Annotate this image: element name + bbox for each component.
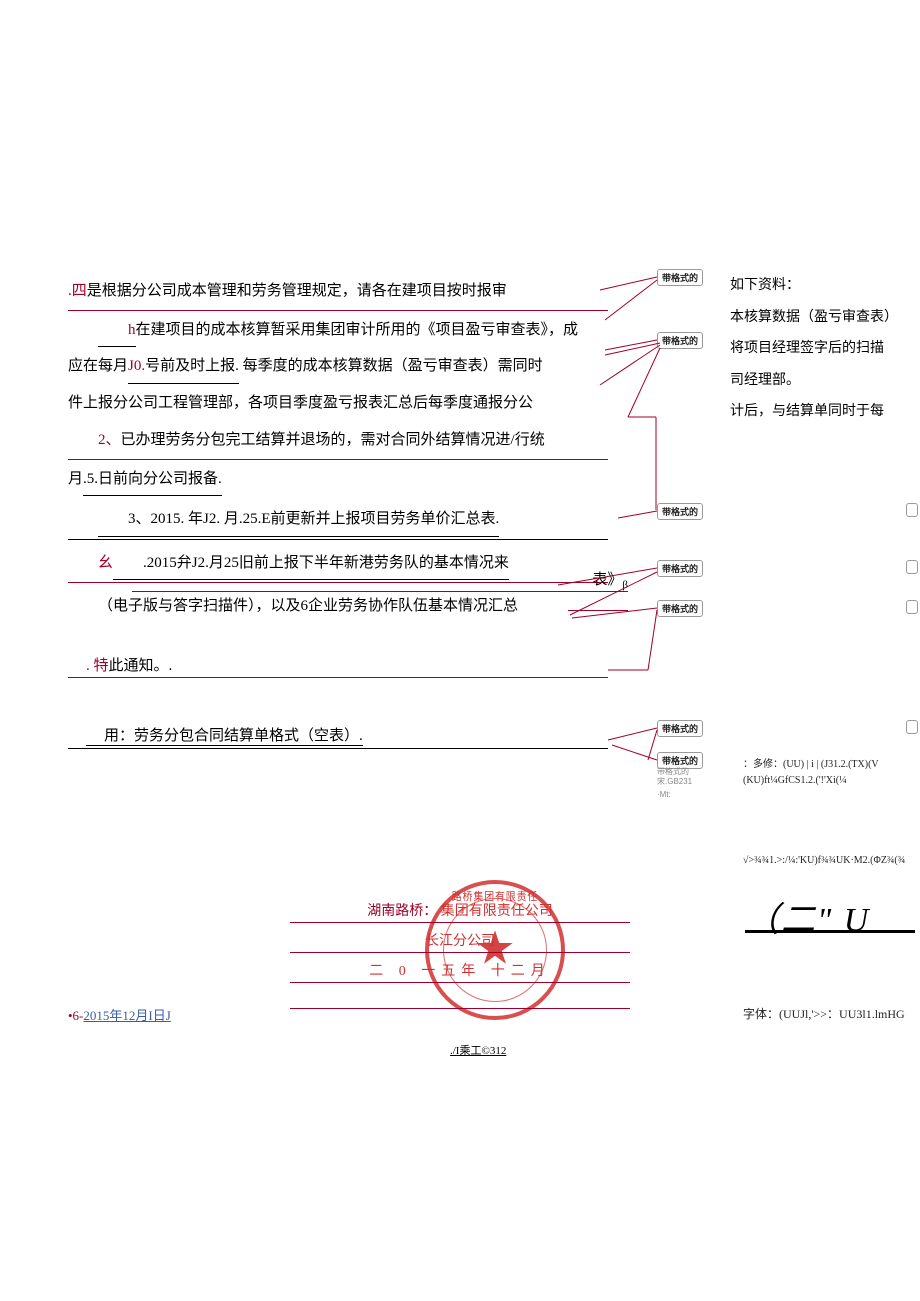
- para-6a: 月: [68, 471, 83, 487]
- footnote-dot: •6-: [68, 1008, 83, 1023]
- stamp-line-2: 长江分公司: [290, 930, 630, 953]
- handwriting: （二" U: [745, 892, 870, 941]
- para-4: 件上报分公司工程管理部，各项目季度盈亏报表汇总后每季度通报分公: [68, 388, 628, 420]
- r4: 司经理部。: [730, 365, 915, 397]
- r-note-3: √>¾¾1.>:/¼:'KU)f¾¾UK·M2.(ΦZ¾(¾: [743, 855, 905, 866]
- tiny-label-2: 宋.GB231: [657, 776, 692, 787]
- handwriting-underline: [745, 930, 915, 933]
- revision-text-col: 如下资料： 本核算数据（盈亏审查表） 将项目经理签字后的扫描 司经理部。 计后，…: [730, 270, 915, 428]
- para-4-text: 件上报分公司工程管理部，各项目季度盈亏报表汇总后每季度通报分公: [68, 395, 533, 411]
- format-tag-3[interactable]: 带格式的: [657, 503, 703, 520]
- r-note-2: (KU)ft¼GfCS1.2.('!'Xi(¼: [743, 775, 847, 786]
- footnote-center-text: ./I乘工©312: [450, 1045, 506, 1057]
- r2: 本核算数据（盈亏审查表）: [730, 302, 915, 334]
- attachment-text: 用：劳务分包合同结算单格式（空表）.: [86, 724, 363, 746]
- footnote-date: •6-2015年12月I日J: [68, 1005, 171, 1024]
- r-note-1: ：多修：(UU) | i | (J31.2.(TX)(V: [743, 755, 879, 770]
- tiny-label-3: ·Mt:: [657, 790, 671, 799]
- r-note-4: 字体：(UUJl,'>>：UU3l1.lmHG: [743, 1005, 905, 1022]
- format-tag-1[interactable]: 带格式的: [657, 269, 703, 286]
- para-10: 表》β: [68, 568, 628, 611]
- stamp-3: 二 0 一五年 十二月: [290, 960, 630, 983]
- marker-four: .四: [68, 283, 87, 299]
- para-6: 月.5.日前向分公司报备.: [68, 464, 628, 497]
- para-6b: .5.: [83, 464, 98, 497]
- format-tag-6[interactable]: 带格式的: [657, 720, 703, 737]
- para-1-text: 是根据分公司成本管理和劳务管理规定，请各在建项目按时报审: [87, 283, 507, 299]
- r1: 如下资料：: [730, 270, 915, 302]
- para-10a: 表》: [592, 572, 622, 588]
- para-3a: 应在每月: [68, 358, 128, 374]
- format-tag-2[interactable]: 带格式的: [657, 332, 703, 349]
- para-2: h在建项目的成本核算暂采用集团审计所用的《项目盈亏审查表》，成: [68, 315, 628, 348]
- para-5b: 已办理劳务分包完工结算并退场的，需对合同外结算情况进: [121, 432, 511, 448]
- para-7-text: 3、2015. 年J2. 月.25.E前更新并上报项目劳务单价汇总表.: [98, 504, 499, 537]
- stamp-2: 长江分公司: [290, 930, 630, 953]
- para-5: 2、已办理劳务分包完工结算并退场的，需对合同外结算情况进/行统: [68, 425, 608, 460]
- footnote-left-text: 2015年12月I日J: [83, 1008, 170, 1023]
- format-tag-4[interactable]: 带格式的: [657, 560, 703, 577]
- para-3: 应在每月J0.号前及时上报. 每季度的成本核算数据（盈亏审查表）需同时: [68, 351, 628, 384]
- stamp-1a: 湖南路桥：: [367, 904, 437, 919]
- para-3d: 每季度的成本核算数据（盈亏审查表）需同时: [243, 358, 543, 374]
- stamp-line-1: 湖南路桥： 集团有限责任公司: [290, 900, 630, 923]
- stamp-line-4: [290, 990, 630, 1009]
- format-tag-5[interactable]: 带格式的: [657, 600, 703, 617]
- format-cap-6[interactable]: [906, 720, 918, 734]
- attachment-block: 用：劳务分包合同结算单格式（空表）.: [68, 718, 628, 749]
- para-2-text: 在建项目的成本核算暂采用集团审计所用的《项目盈亏审查表》，成: [136, 322, 579, 338]
- para-1: .四是根据分公司成本管理和劳务管理规定，请各在建项目按时报审: [68, 276, 608, 311]
- format-cap-3[interactable]: [906, 503, 918, 517]
- para-5c: /行统: [511, 432, 545, 448]
- closing-a: . 特: [86, 658, 109, 674]
- marker-j0: J0.: [128, 351, 145, 384]
- r5: 计后，与结算单同时于每: [730, 396, 915, 428]
- para-3c: 号前及时上报.: [145, 351, 239, 384]
- marker-2: 2、: [98, 432, 121, 448]
- para-7: 3、2015. 年J2. 月.25.E前更新并上报项目劳务单价汇总表.: [68, 504, 608, 540]
- footnote-center: ./I乘工©312: [450, 1042, 506, 1058]
- format-cap-5[interactable]: [906, 600, 918, 614]
- stamp-line-3: 二 0 一五年 十二月: [290, 960, 630, 983]
- closing-block: . 特此通知。.: [68, 648, 628, 678]
- format-cap-4[interactable]: [906, 560, 918, 574]
- closing-b: 此通知。.: [109, 658, 173, 674]
- beta: β: [622, 579, 628, 591]
- stamp-1b: 集团有限责任公司: [441, 904, 553, 919]
- marker-h: h: [98, 315, 136, 348]
- r3: 将项目经理签字后的扫描: [730, 333, 915, 365]
- para-6c: 日前向分公司报备.: [98, 464, 222, 497]
